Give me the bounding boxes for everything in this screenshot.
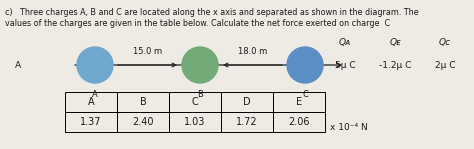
Bar [65,92,117,112]
Text: 5μ C: 5μ C [335,60,356,69]
Text: D: D [243,97,251,107]
Bar [273,112,325,132]
Text: -1.2μ C: -1.2μ C [379,60,411,69]
Bar [273,92,325,112]
Text: C: C [191,97,199,107]
Text: C: C [302,90,308,99]
Text: A: A [15,60,21,69]
Bar [117,112,169,132]
Text: 1.37: 1.37 [80,117,102,127]
Text: B: B [197,90,203,99]
Bar [221,112,273,132]
Text: 1.72: 1.72 [236,117,258,127]
Bar [117,92,169,112]
Text: B: B [140,97,146,107]
Circle shape [287,47,323,83]
Text: values of the charges are given in the table below. Calculate the net force exer: values of the charges are given in the t… [5,19,390,28]
Bar [169,112,221,132]
Text: Qᴇ: Qᴇ [389,38,401,46]
Text: E: E [296,97,302,107]
Text: Qᴀ: Qᴀ [339,38,351,46]
Text: 2.40: 2.40 [132,117,154,127]
Circle shape [182,47,218,83]
Bar [65,112,117,132]
Bar [221,92,273,112]
Text: A: A [92,90,98,99]
Text: 15.0 m: 15.0 m [133,46,162,55]
Text: x 10⁻⁴ N: x 10⁻⁴ N [330,124,368,132]
Circle shape [77,47,113,83]
Text: 18.0 m: 18.0 m [238,46,267,55]
Text: c)   Three charges A, B and C are located along the x axis and separated as show: c) Three charges A, B and C are located … [5,8,419,17]
Text: Qᴄ: Qᴄ [439,38,451,46]
Bar [169,92,221,112]
Text: 2μ C: 2μ C [435,60,455,69]
Text: A: A [88,97,94,107]
Text: 1.03: 1.03 [184,117,206,127]
Text: 2.06: 2.06 [288,117,310,127]
